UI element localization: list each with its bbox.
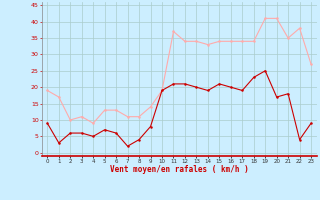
X-axis label: Vent moyen/en rafales ( km/h ): Vent moyen/en rafales ( km/h ) bbox=[110, 165, 249, 174]
